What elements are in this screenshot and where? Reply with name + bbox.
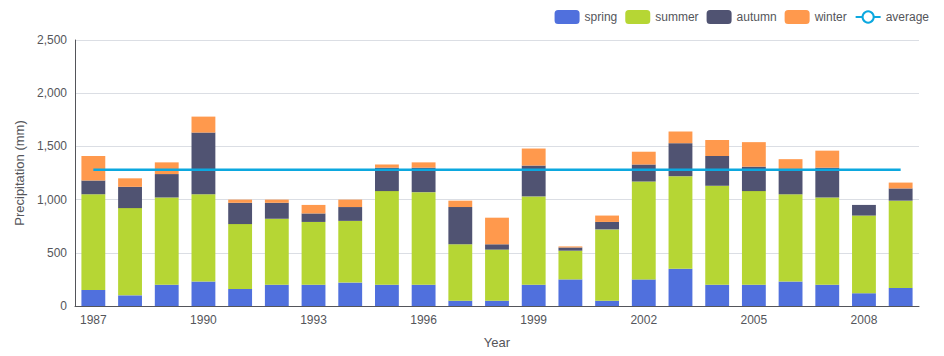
svg-text:winter: winter: [814, 10, 847, 24]
svg-text:1987: 1987: [80, 313, 107, 327]
svg-text:2,500: 2,500: [37, 33, 67, 47]
svg-text:1,000: 1,000: [37, 193, 67, 207]
svg-text:2005: 2005: [741, 313, 768, 327]
svg-text:0: 0: [60, 299, 67, 313]
svg-text:Year: Year: [484, 335, 511, 350]
svg-text:1990: 1990: [190, 313, 217, 327]
svg-text:Precipitation (mm): Precipitation (mm): [12, 120, 27, 225]
svg-text:autumn: autumn: [737, 10, 777, 24]
svg-text:1993: 1993: [300, 313, 327, 327]
svg-text:2008: 2008: [851, 313, 878, 327]
svg-text:1,500: 1,500: [37, 139, 67, 153]
svg-text:2002: 2002: [630, 313, 657, 327]
svg-text:500: 500: [47, 246, 67, 260]
svg-text:summer: summer: [655, 10, 698, 24]
svg-text:1996: 1996: [410, 313, 437, 327]
svg-text:1999: 1999: [520, 313, 547, 327]
svg-text:spring: spring: [585, 10, 618, 24]
svg-text:2,000: 2,000: [37, 86, 67, 100]
svg-text:average: average: [886, 10, 930, 24]
